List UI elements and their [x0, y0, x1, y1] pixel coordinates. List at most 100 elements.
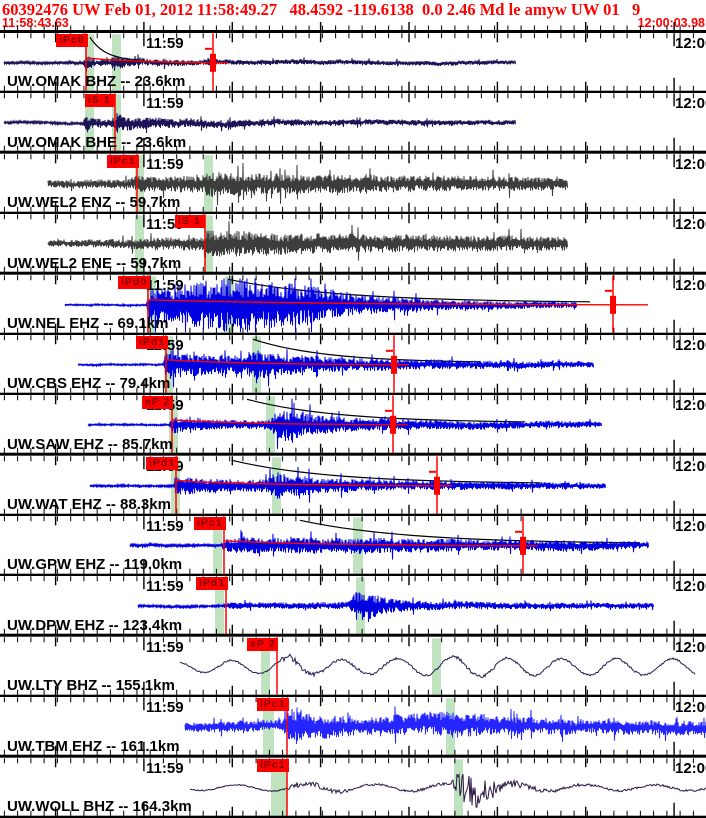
minute-label-right: 12:00 — [675, 336, 706, 354]
seismogram-trace — [47, 162, 568, 205]
trace-panel[interactable]: 11:59 12:00 UW.TBM EHZ -- 161.1km iPc1 — [0, 697, 706, 758]
minute-label-right: 12:00 — [675, 155, 706, 173]
waveform-canvas[interactable] — [0, 335, 706, 396]
pick-window-band — [432, 638, 441, 695]
minute-label-right: 12:00 — [675, 759, 706, 777]
waveform-canvas[interactable] — [0, 93, 706, 154]
coda-duration-line — [175, 479, 453, 487]
trace-panel[interactable]: 11:59 12:00 UW.OMAK BHZ -- 23.6km iPc0 — [0, 33, 706, 94]
pick-flag[interactable]: iPc1 — [257, 698, 289, 712]
waveform-canvas[interactable] — [0, 576, 706, 637]
minute-label-left: 11:59 — [146, 35, 184, 52]
pick-flag[interactable]: eP 2 — [142, 396, 174, 410]
coda-end-marker[interactable] — [605, 274, 616, 333]
waveform-canvas[interactable] — [0, 697, 706, 758]
minute-label-left: 11:59 — [146, 276, 184, 294]
waveform-canvas[interactable] — [0, 33, 706, 94]
pick-flag[interactable]: iPd1 — [146, 456, 179, 470]
pick-flag[interactable]: iS 1 — [85, 94, 115, 108]
trace-panel[interactable]: 11:59 12:00 UW.WEL2 ENZ -- 59.7km iPc1 — [0, 154, 706, 215]
pick-flag[interactable]: eP 2 — [247, 637, 279, 651]
pick-flag[interactable]: iPc1 — [194, 517, 226, 531]
seismogram-trace — [64, 278, 577, 332]
waveform-canvas[interactable] — [0, 395, 706, 456]
waveform-canvas[interactable] — [0, 516, 706, 577]
minute-label-left: 11:59 — [146, 155, 184, 173]
station-label: UW.DPW EHZ -- 123.4km — [7, 616, 183, 634]
station-label: UW.WEL2 ENZ -- 59.7km — [7, 194, 181, 212]
coda-end-marker[interactable] — [386, 335, 397, 393]
coda-decay-curve — [231, 459, 541, 484]
seismogram-trace — [3, 54, 516, 72]
coda-decay-curve — [246, 399, 526, 423]
minute-label-left: 11:59 — [146, 95, 184, 113]
coda-end-marker[interactable] — [515, 516, 526, 574]
coda-duration-line — [85, 57, 229, 64]
seismogram-trace — [179, 653, 696, 678]
trace-panel[interactable]: 11:59 12:00 UW.WEL2 ENE -- 59.7km iS 1 — [0, 214, 706, 275]
waveform-canvas[interactable] — [0, 154, 706, 215]
coda-duration-line — [165, 359, 410, 366]
trace-panel[interactable]: 11:59 12:00 UW.LTY BHZ -- 155.1km eP 2 — [0, 637, 706, 698]
pick-flag[interactable]: iPd0 — [118, 275, 151, 289]
minute-label-right: 12:00 — [675, 397, 706, 415]
minute-label-left: 11:59 — [146, 699, 184, 717]
seismogram-trace — [47, 221, 568, 261]
coda-end-marker[interactable] — [205, 33, 216, 91]
station-label: UW.NEL EHZ -- 69.1km — [7, 314, 169, 332]
minute-label-right: 12:00 — [675, 35, 706, 52]
window-end-time: 12:00:03.98 — [637, 16, 705, 30]
minute-label-right: 12:00 — [675, 457, 706, 475]
station-label: UW.WAT EHZ -- 88.3km — [7, 496, 171, 514]
waveform-canvas[interactable] — [0, 214, 706, 275]
pick-flag[interactable]: iPc1 — [107, 154, 139, 168]
minute-label-right: 12:00 — [675, 216, 706, 234]
seismogram-trace — [184, 706, 706, 745]
station-label: UW.OMAK BHZ -- 23.6km — [7, 73, 186, 91]
minute-label-left: 11:59 — [146, 216, 184, 234]
pick-flag[interactable]: iS 1 — [175, 215, 205, 229]
waveform-canvas[interactable] — [0, 757, 706, 818]
coda-decay-curve — [227, 278, 591, 302]
station-label: UW.WOLL BHZ -- 164.3km — [7, 797, 192, 815]
coda-duration-line — [147, 298, 649, 306]
waveform-canvas[interactable] — [0, 637, 706, 698]
pick-window-band — [271, 758, 287, 816]
minute-label-left: 11:59 — [146, 759, 184, 777]
trace-panel[interactable]: 11:59 12:00 UW.DPW EHZ -- 123.4km iPd1 — [0, 576, 706, 637]
trace-panel[interactable]: 11:59 12:00 UW.NEL EHZ -- 69.1km iPd0 — [0, 274, 706, 335]
minute-label-right: 12:00 — [675, 638, 706, 656]
minute-label-right: 12:00 — [675, 518, 706, 536]
minute-label-right: 12:00 — [675, 95, 706, 113]
pick-window-band — [454, 758, 463, 816]
minute-label-right: 12:00 — [675, 578, 706, 596]
station-label: UW.GPW EHZ -- 119.0km — [7, 556, 183, 574]
window-start-time: 11:58:43.63 — [2, 16, 69, 30]
station-label: UW.WEL2 ENE -- 59.7km — [7, 254, 182, 272]
trace-panel[interactable]: 11:59 12:00 UW.WOLL BHZ -- 164.3km iPc1 — [0, 757, 706, 818]
station-label: UW.CBS EHZ -- 79.4km — [7, 375, 171, 393]
pick-flag[interactable]: iPc1 — [257, 758, 289, 772]
event-summary: 60392476 UW Feb 01, 2012 11:58:49.27 48.… — [2, 0, 641, 19]
minute-label-right: 12:00 — [675, 699, 706, 717]
pick-flag[interactable]: iPc0 — [56, 34, 88, 47]
coda-decay-curve — [299, 519, 641, 544]
coda-end-marker[interactable] — [385, 395, 396, 453]
pick-flag[interactable]: iPd1 — [136, 335, 169, 349]
trace-panel[interactable]: 11:59 12:00 UW.OMAK BHE -- 23.6km iS 1 — [0, 93, 706, 154]
seismogram-trace — [137, 592, 654, 623]
time-ticks — [3, 22, 694, 30]
trace-panel[interactable]: 11:59 12:00 UW.GPW EHZ -- 119.0km iPc1 — [0, 516, 706, 577]
coda-duration-line — [223, 540, 539, 547]
pick-flag[interactable]: iPd1 — [196, 577, 229, 591]
coda-end-marker[interactable] — [429, 455, 440, 514]
seismogram-trace — [3, 113, 516, 134]
top-time-axis — [0, 22, 706, 33]
waveform-canvas[interactable] — [0, 274, 706, 335]
minute-label-left: 11:59 — [146, 578, 184, 596]
station-label: UW.SAW EHZ -- 85.7km — [7, 435, 173, 453]
